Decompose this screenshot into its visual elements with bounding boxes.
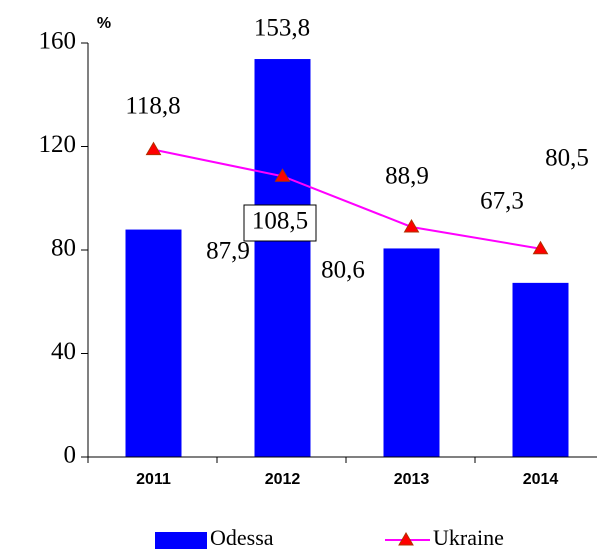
data-label: 118,8 [125, 93, 180, 120]
x-tick-label: 2011 [136, 471, 171, 488]
data-label: 80,5 [545, 145, 589, 172]
data-label: 108,5 [252, 208, 308, 235]
y-tick-label: 80 [51, 235, 76, 262]
legend-label: Odessa [210, 525, 274, 549]
legend-marker [398, 532, 414, 546]
y-tick-label: 120 [39, 131, 77, 158]
legend-swatch [155, 532, 207, 549]
marker [274, 168, 291, 182]
data-label: 87,9 [206, 238, 250, 265]
data-label: 153,8 [254, 15, 310, 42]
marker [145, 141, 162, 156]
x-tick-label: 2014 [523, 471, 559, 488]
y-tick-label: 0 [64, 442, 77, 469]
legend-label: Ukraine [433, 525, 504, 549]
data-label: 67,3 [480, 188, 524, 215]
marker [403, 218, 420, 233]
line [153, 148, 541, 250]
bar [254, 59, 311, 457]
bar [383, 248, 440, 457]
data-label: 80,6 [321, 257, 365, 284]
bar [125, 229, 182, 457]
x-tick-label: 2012 [265, 471, 301, 488]
y-tick-label: 40 [51, 338, 76, 365]
marker [532, 240, 549, 255]
x-tick-label: 2013 [394, 471, 430, 488]
data-label: 88,9 [385, 163, 429, 190]
y-axis-label: % [97, 15, 111, 32]
y-tick-label: 160 [39, 28, 77, 55]
bar [512, 282, 569, 457]
label-box [243, 204, 317, 242]
